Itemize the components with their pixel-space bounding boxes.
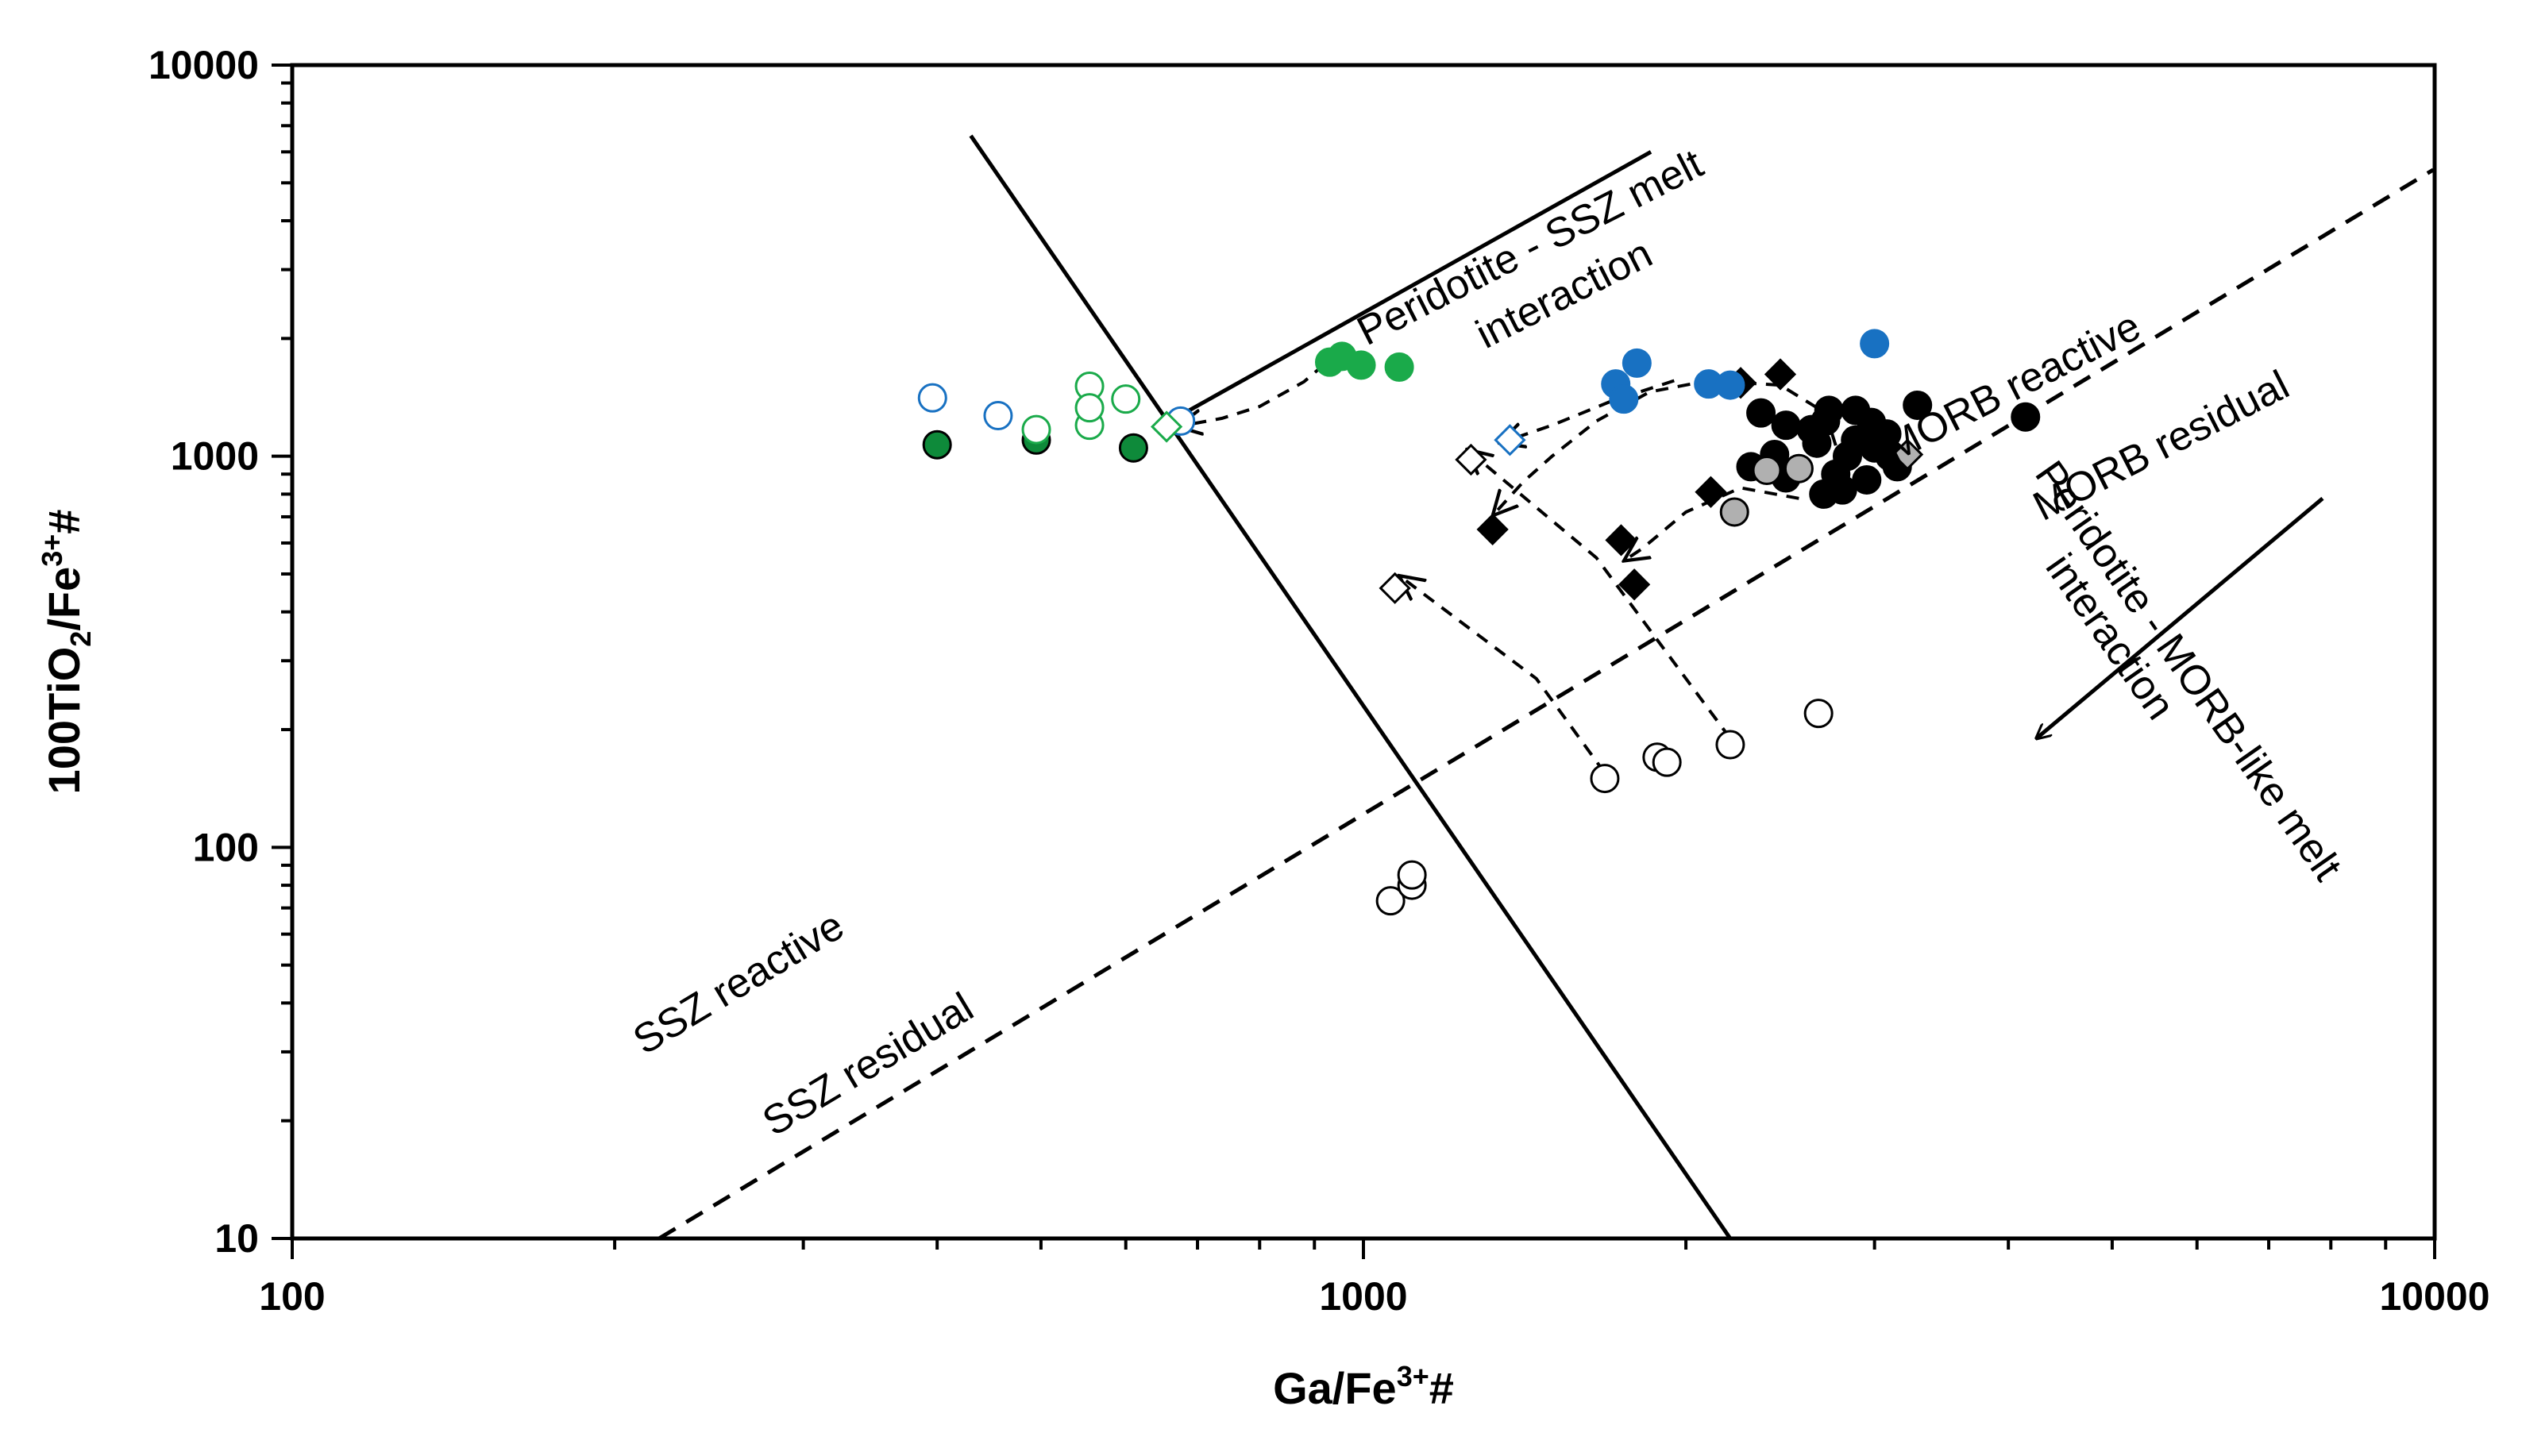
open-circles-point [1803,699,1834,729]
blue-open-circles-point [917,383,947,413]
open-circles-point [1715,730,1745,760]
x-tick-label: 10000 [2379,1274,2489,1319]
upper-curved-path [1493,379,1845,516]
black-filled-diamonds-point [1476,513,1509,545]
black-filled-circles-point [1809,479,1839,509]
y-tick-label: 100 [193,825,259,869]
green-to-open-diamond-path [1177,363,1326,427]
dashed-trend-paths [1177,363,1845,774]
dark-green-filled-circles-point [922,429,952,460]
annot-ssz-reactive: SSZ reactive [626,903,852,1064]
annot-morb-melt-1: Peridotite - MORB-like melt [2026,453,2350,889]
black-filled-circles-point [1903,390,1933,420]
blue-to-blue-diamond-path [1500,379,1675,444]
black-filled-circles-point [1771,410,1801,441]
blue-filled-circles-point [1715,370,1745,400]
inner-curved-path [1624,486,1799,561]
open-circles-point [1375,886,1406,916]
open-circles-point [1397,860,1427,890]
black-filled-circles-point [2011,402,2041,432]
x-tick-label: 100 [259,1274,325,1319]
black-filled-diamonds-point [1764,358,1797,391]
green-open-circles-point [1021,414,1051,445]
black-filled-diamonds-point [1695,476,1727,508]
green-open-circles-point [1111,384,1141,414]
y-axis-title-base: 100TiO [39,647,89,795]
black-filled-circles-point [1796,414,1826,445]
blue-filled-circles-point [1860,329,1890,359]
x-axis-title-base: Ga/Fe [1273,1363,1397,1413]
lower-open-circle-path [1399,576,1606,774]
blue-filled-circles-point [1609,384,1639,414]
annot-morb-reactive: MORB reactive [1877,303,2147,472]
gray-filled-circles-point [1784,453,1814,483]
x-axis-title-sup: 3+ [1397,1360,1429,1392]
green-filled-circles-point [1384,352,1414,382]
data-points [917,329,2041,916]
green-filled-circles-point [1346,350,1376,380]
morb-melt-interaction-arrow [2037,496,2324,738]
green-open-diamonds-point [1150,410,1183,443]
y-axis-title-sup: 3+ [36,534,68,567]
black-filled-diamonds-point [1605,524,1637,557]
open-circles-point [1652,747,1682,777]
dark-green-filled-circles-point [1118,433,1148,463]
x-axis-title: Ga/Fe3+# [1273,1360,1454,1413]
x-axis-title-tail: # [1429,1363,1454,1413]
open-circles-point [1590,764,1620,794]
blue-filled-circles-point [1622,348,1652,378]
y-axis-title: 100TiO2/Fe3+# [36,510,97,795]
y-axis-title-tail: # [39,510,89,534]
gray-filled-circles-point [1719,497,1749,527]
blue-open-diamonds-point [1494,424,1526,456]
open-diamonds-point [1379,572,1411,604]
y-tick-label: 10000 [148,43,259,87]
y-tick-label: 1000 [171,434,259,479]
gray-filled-circles-point [1752,456,1782,486]
ssz-melt-interaction-arrow [1170,150,1652,421]
blue-open-circles-point [983,401,1013,431]
black-filled-circles-point [1852,464,1882,495]
open-diamonds-point [1455,443,1487,476]
black-filled-diamonds-point [1618,568,1651,601]
ssz-morb-boundary [969,134,1732,1238]
y-axis-title-sub: 2 [64,631,97,647]
boundary-lines [657,134,2435,1238]
black-filled-circles-point [1746,398,1776,428]
reactive-residual-boundary [657,168,2435,1238]
y-tick-label: 10 [214,1216,259,1261]
x-tick-label: 1000 [1319,1274,1407,1319]
gray-filled-diamonds-point [1891,438,1924,471]
y-axis-title-mid: /Fe [39,567,89,631]
green-open-circles-point [1074,393,1105,423]
open-circle-to-diamond-path [1467,449,1732,740]
